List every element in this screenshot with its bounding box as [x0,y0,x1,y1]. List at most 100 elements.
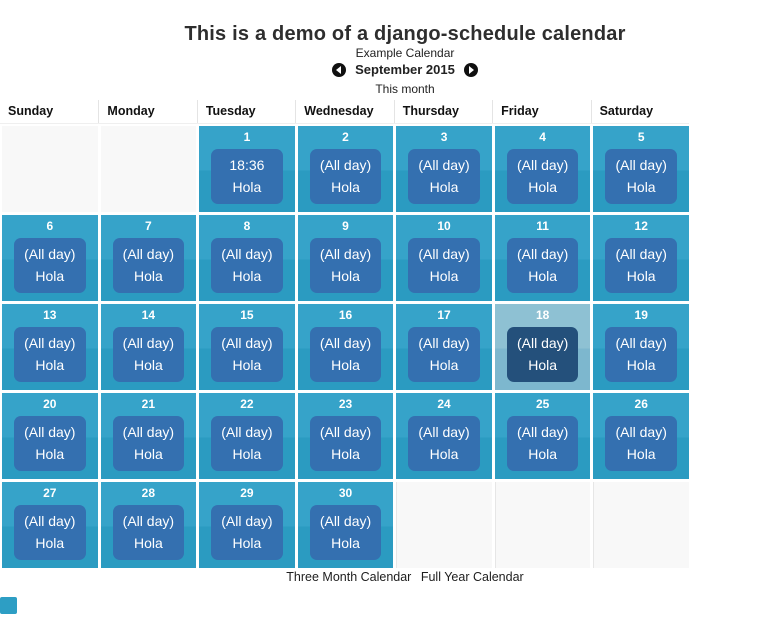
day-cell-29[interactable]: 29 (All day) Hola [199,482,295,568]
event-hola[interactable]: (All day) Hola [14,327,86,382]
event-hola[interactable]: (All day) Hola [408,238,480,293]
day-number[interactable]: 19 [634,308,648,322]
event-hola[interactable]: (All day) Hola [506,416,579,471]
event-title: Hola [232,445,262,462]
day-cell-19[interactable]: 19 (All day) Hola [593,304,689,390]
day-number[interactable]: 25 [535,397,550,411]
event-hola[interactable]: (All day) Hola [506,238,579,293]
day-cell-27[interactable]: 27 (All day) Hola [2,482,98,568]
event-hola[interactable]: (All day) Hola [309,327,382,382]
event-hola[interactable]: (All day) Hola [14,416,86,471]
event-hola[interactable]: (All day) Hola [605,327,677,382]
next-month-button[interactable] [463,62,478,77]
event-hola[interactable]: (All day) Hola [112,505,185,560]
day-cell-22[interactable]: 22 (All day) Hola [199,393,295,479]
day-cell-26[interactable]: 26 (All day) Hola [593,393,689,479]
calendar-name-link[interactable]: Example Calendar [355,46,455,60]
day-number[interactable]: 23 [338,397,353,411]
event-hola[interactable]: (All day) Hola [309,149,382,204]
event-title: Hola [626,178,656,195]
day-cell-21[interactable]: 21 (All day) Hola [100,393,197,479]
day-cell-15[interactable]: 15 (All day) Hola [199,304,295,390]
day-number[interactable]: 6 [46,219,54,233]
event-hola[interactable]: (All day) Hola [408,416,480,471]
day-cell-7[interactable]: 7 (All day) Hola [100,215,197,301]
day-cell-14[interactable]: 14 (All day) Hola [100,304,197,390]
event-hola[interactable]: (All day) Hola [112,238,185,293]
event-hola[interactable]: (All day) Hola [211,327,283,382]
day-cell-30[interactable]: 30 (All day) Hola [297,482,394,568]
day-cell-6[interactable]: 6 (All day) Hola [2,215,98,301]
three-month-calendar-link[interactable]: Three Month Calendar [286,570,412,584]
day-number[interactable]: 30 [338,486,353,500]
day-cell-5[interactable]: 5 (All day) Hola [593,126,689,212]
day-number[interactable]: 24 [437,397,451,411]
event-hola[interactable]: (All day) Hola [605,149,677,204]
event-hola[interactable]: (All day) Hola [211,416,283,471]
day-number[interactable]: 13 [43,308,57,322]
event-hola[interactable]: (All day) Hola [605,238,677,293]
day-cell-9[interactable]: 9 (All day) Hola [297,215,394,301]
full-year-calendar-link[interactable]: Full Year Calendar [420,570,524,584]
day-number[interactable]: 10 [437,219,451,233]
day-cell-17[interactable]: 17 (All day) Hola [396,304,492,390]
day-cell-3[interactable]: 3 (All day) Hola [396,126,492,212]
event-hola[interactable]: (All day) Hola [112,327,185,382]
event-hola[interactable]: (All day) Hola [309,416,382,471]
day-number[interactable]: 14 [141,308,156,322]
day-number[interactable]: 20 [43,397,57,411]
day-cell-4[interactable]: 4 (All day) Hola [494,126,591,212]
day-cell-28[interactable]: 28 (All day) Hola [100,482,197,568]
prev-month-button[interactable] [332,62,347,77]
day-number[interactable]: 9 [342,219,349,233]
day-cell-2[interactable]: 2 (All day) Hola [297,126,394,212]
event-hola[interactable]: (All day) Hola [14,238,86,293]
day-number[interactable]: 17 [437,308,451,322]
day-cell-20[interactable]: 20 (All day) Hola [2,393,98,479]
day-cell-8[interactable]: 8 (All day) Hola [199,215,295,301]
day-cell-13[interactable]: 13 (All day) Hola [2,304,98,390]
event-hola[interactable]: (All day) Hola [211,505,283,560]
day-number[interactable]: 22 [240,397,254,411]
day-number[interactable]: 18 [535,308,550,322]
day-cell-1[interactable]: 1 18:36 Hola [199,126,295,212]
day-cell-16[interactable]: 16 (All day) Hola [297,304,394,390]
day-number[interactable]: 26 [634,397,648,411]
day-cell-10[interactable]: 10 (All day) Hola [396,215,492,301]
day-cell-12[interactable]: 12 (All day) Hola [593,215,689,301]
event-hola[interactable]: (All day) Hola [309,238,382,293]
day-cell-18[interactable]: 18 (All day) Hola [494,304,591,390]
day-cell-25[interactable]: 25 (All day) Hola [494,393,591,479]
day-number[interactable]: 7 [145,219,152,233]
day-number[interactable]: 29 [240,486,254,500]
day-number[interactable]: 4 [539,130,546,144]
day-number[interactable]: 8 [243,219,251,233]
day-number[interactable]: 21 [141,397,156,411]
event-hola[interactable]: 18:36 Hola [211,149,283,204]
day-number[interactable]: 28 [141,486,156,500]
day-cell-24[interactable]: 24 (All day) Hola [396,393,492,479]
day-number[interactable]: 12 [634,219,648,233]
weekday-monday: Monday [98,100,196,123]
event-hola[interactable]: (All day) Hola [14,505,86,560]
day-number[interactable]: 2 [342,130,349,144]
weekday-header-row: Sunday Monday Tuesday Wednesday Thursday… [0,100,689,124]
day-number[interactable]: 5 [637,130,645,144]
event-hola[interactable]: (All day) Hola [309,505,382,560]
event-hola[interactable]: (All day) Hola [211,238,283,293]
event-hola[interactable]: (All day) Hola [408,149,480,204]
event-hola[interactable]: (All day) Hola [506,149,579,204]
day-cell-23[interactable]: 23 (All day) Hola [297,393,394,479]
day-number[interactable]: 1 [243,130,251,144]
day-number[interactable]: 27 [43,486,57,500]
day-number[interactable]: 15 [240,308,254,322]
event-hola[interactable]: (All day) Hola [506,327,579,382]
event-hola[interactable]: (All day) Hola [112,416,185,471]
day-cell-11[interactable]: 11 (All day) Hola [494,215,591,301]
this-month-link[interactable]: This month [375,82,435,96]
day-number[interactable]: 11 [536,219,549,233]
day-number[interactable]: 16 [338,308,353,322]
event-hola[interactable]: (All day) Hola [605,416,677,471]
day-number[interactable]: 3 [440,130,448,144]
event-hola[interactable]: (All day) Hola [408,327,480,382]
